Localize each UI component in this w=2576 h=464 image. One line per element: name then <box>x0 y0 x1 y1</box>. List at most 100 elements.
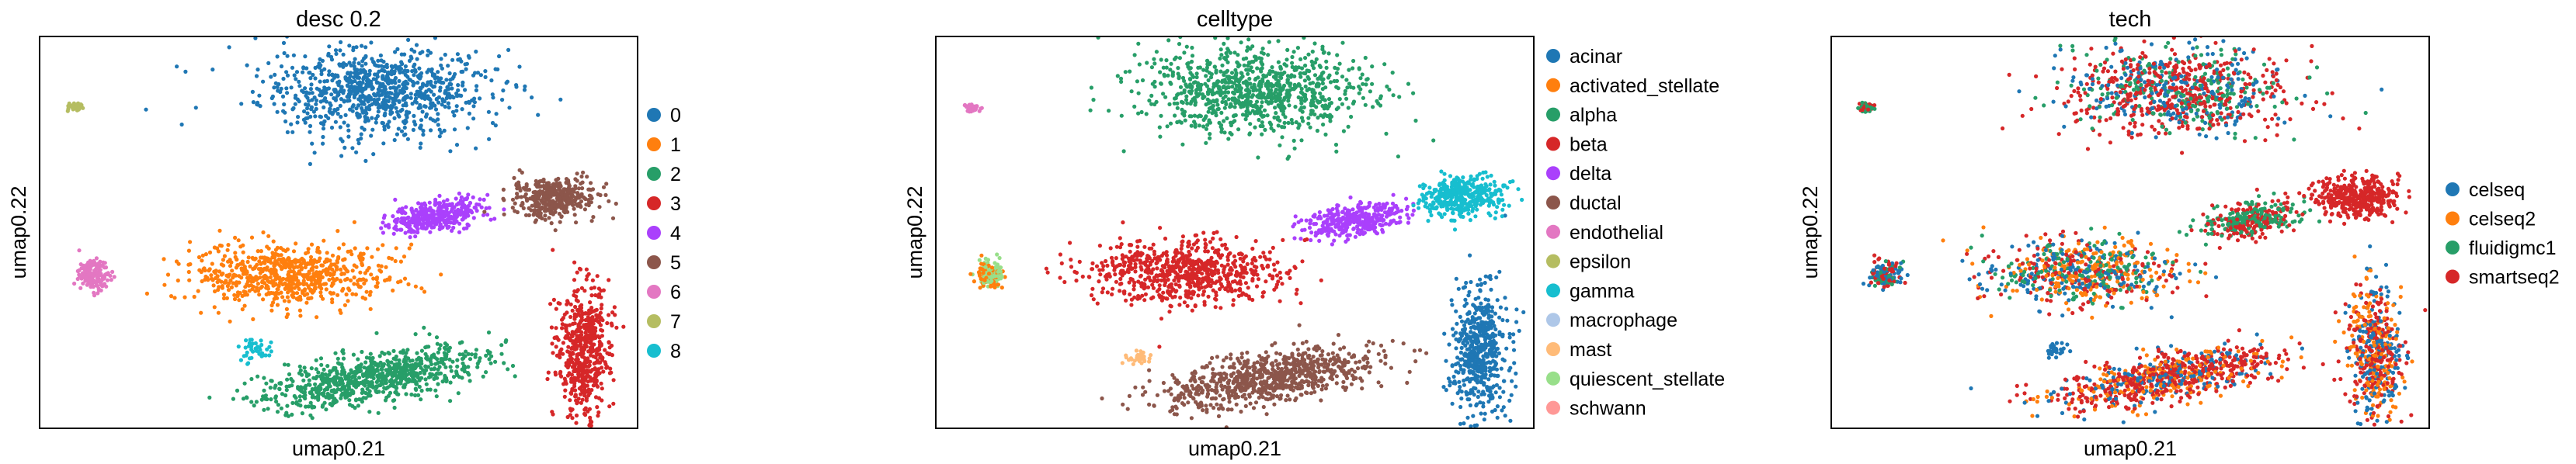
data-point <box>308 87 313 92</box>
data-point <box>401 376 405 381</box>
data-point <box>317 274 322 279</box>
data-point <box>1285 156 1290 161</box>
data-point <box>1302 105 1306 109</box>
data-point <box>420 50 425 54</box>
data-point <box>320 404 325 409</box>
data-point <box>474 88 479 92</box>
data-point <box>410 69 415 74</box>
data-point <box>1260 132 1264 137</box>
plot-frame <box>39 36 638 429</box>
data-point <box>412 230 416 234</box>
data-point <box>510 206 515 210</box>
data-point <box>419 118 424 123</box>
data-point <box>399 60 404 64</box>
data-point <box>590 278 596 282</box>
data-point <box>323 372 328 377</box>
data-point <box>279 86 283 91</box>
data-point <box>527 187 532 192</box>
data-point <box>369 40 374 45</box>
data-point <box>339 137 343 141</box>
data-point <box>215 274 220 279</box>
data-point <box>298 258 303 262</box>
data-point <box>346 299 350 303</box>
data-point <box>461 83 465 88</box>
data-point <box>302 365 307 370</box>
data-point <box>566 202 571 206</box>
data-point <box>232 296 238 302</box>
data-point <box>513 201 517 206</box>
data-point <box>399 227 404 232</box>
data-point <box>610 343 614 348</box>
data-point <box>270 251 275 255</box>
data-point <box>405 368 410 372</box>
data-point <box>551 297 557 302</box>
data-point <box>310 416 315 421</box>
data-point <box>1194 71 1199 76</box>
data-point <box>247 356 252 361</box>
data-point <box>437 206 443 212</box>
data-point <box>598 355 603 360</box>
data-point <box>308 123 313 128</box>
data-point <box>1188 71 1193 75</box>
data-point <box>556 204 561 209</box>
data-point <box>285 91 290 95</box>
data-point <box>444 352 449 357</box>
data-point <box>437 134 442 139</box>
data-point <box>385 385 390 390</box>
data-point <box>417 66 422 71</box>
data-point <box>290 400 295 406</box>
data-point <box>429 79 433 84</box>
data-point <box>517 168 522 172</box>
data-point <box>1184 98 1189 102</box>
data-point <box>257 293 262 297</box>
data-point <box>479 205 484 209</box>
data-point <box>595 274 600 279</box>
data-point <box>414 382 419 386</box>
data-point <box>224 296 229 300</box>
data-point <box>316 391 321 396</box>
data-point <box>291 282 296 286</box>
data-point <box>1299 138 1304 143</box>
data-point <box>457 201 461 206</box>
data-point <box>341 64 346 69</box>
data-point <box>1335 67 1340 71</box>
data-point <box>1235 88 1240 94</box>
data-point <box>381 141 386 146</box>
data-point <box>584 389 589 393</box>
data-point <box>1364 78 1369 82</box>
data-point <box>386 362 391 367</box>
data-point <box>362 365 367 370</box>
data-point <box>319 263 324 268</box>
data-point <box>524 182 529 187</box>
data-point <box>1248 122 1253 126</box>
data-point <box>544 194 548 199</box>
data-point <box>454 196 458 201</box>
data-point <box>332 262 337 267</box>
data-point <box>558 351 562 355</box>
data-point <box>1320 47 1325 52</box>
data-point <box>332 382 337 386</box>
data-point <box>298 313 303 318</box>
data-point <box>322 367 326 372</box>
data-point <box>325 379 329 383</box>
data-point <box>351 352 356 357</box>
data-point <box>1198 65 1202 70</box>
data-point <box>229 285 234 289</box>
data-point <box>1159 113 1163 118</box>
data-point <box>398 372 403 377</box>
data-point <box>1257 83 1261 88</box>
data-point <box>360 372 366 376</box>
data-point <box>228 258 232 262</box>
data-point <box>485 213 490 217</box>
data-point <box>250 89 255 94</box>
data-point <box>289 85 294 90</box>
data-point <box>434 335 440 340</box>
data-point <box>1214 70 1218 75</box>
data-point <box>560 317 565 322</box>
data-point <box>432 84 437 89</box>
data-point <box>467 100 471 106</box>
data-point <box>1182 113 1187 118</box>
data-point <box>1272 115 1277 120</box>
data-point <box>1292 82 1297 87</box>
